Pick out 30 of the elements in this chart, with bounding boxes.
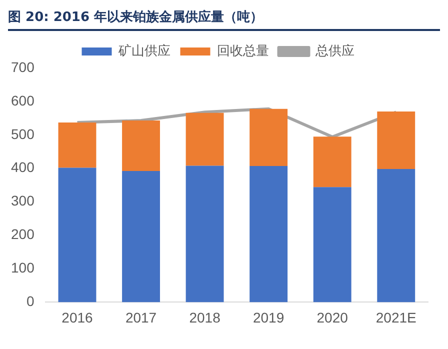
bar: [313, 136, 352, 188]
y-tick-label: 600: [11, 92, 35, 108]
bar: [377, 169, 416, 302]
x-tick-label: 2020: [316, 309, 348, 326]
x-tick-label: 2016: [62, 309, 94, 326]
x-tick-label: 2018: [189, 309, 221, 326]
bar: [58, 168, 96, 302]
chart-title: 图 20: 2016 年以来铂族金属供应量（吨）: [8, 8, 440, 31]
bar: [122, 120, 160, 172]
bar: [313, 187, 352, 302]
legend-label: 回收总量: [216, 44, 269, 59]
bar: [377, 111, 416, 170]
y-tick-label: 100: [11, 260, 35, 276]
bar: [186, 112, 224, 166]
x-tick-label: 2017: [125, 309, 157, 326]
y-tick-label: 700: [11, 58, 35, 75]
legend-label: 总供应: [314, 42, 354, 59]
y-tick-label: 400: [11, 159, 35, 176]
legend-label: 矿山供应: [117, 42, 170, 59]
y-tick-label: 500: [11, 126, 35, 142]
bar: [122, 171, 160, 302]
x-tick-label: 2019: [252, 309, 284, 326]
y-tick-label: 300: [11, 192, 35, 209]
x-tick-label: 2021E: [376, 309, 416, 326]
y-tick-label: 0: [26, 293, 35, 310]
y-tick-label: 200: [11, 226, 35, 242]
bar: [250, 108, 288, 166]
bar: [250, 166, 288, 302]
bar: [58, 122, 96, 168]
bar: [186, 166, 224, 302]
